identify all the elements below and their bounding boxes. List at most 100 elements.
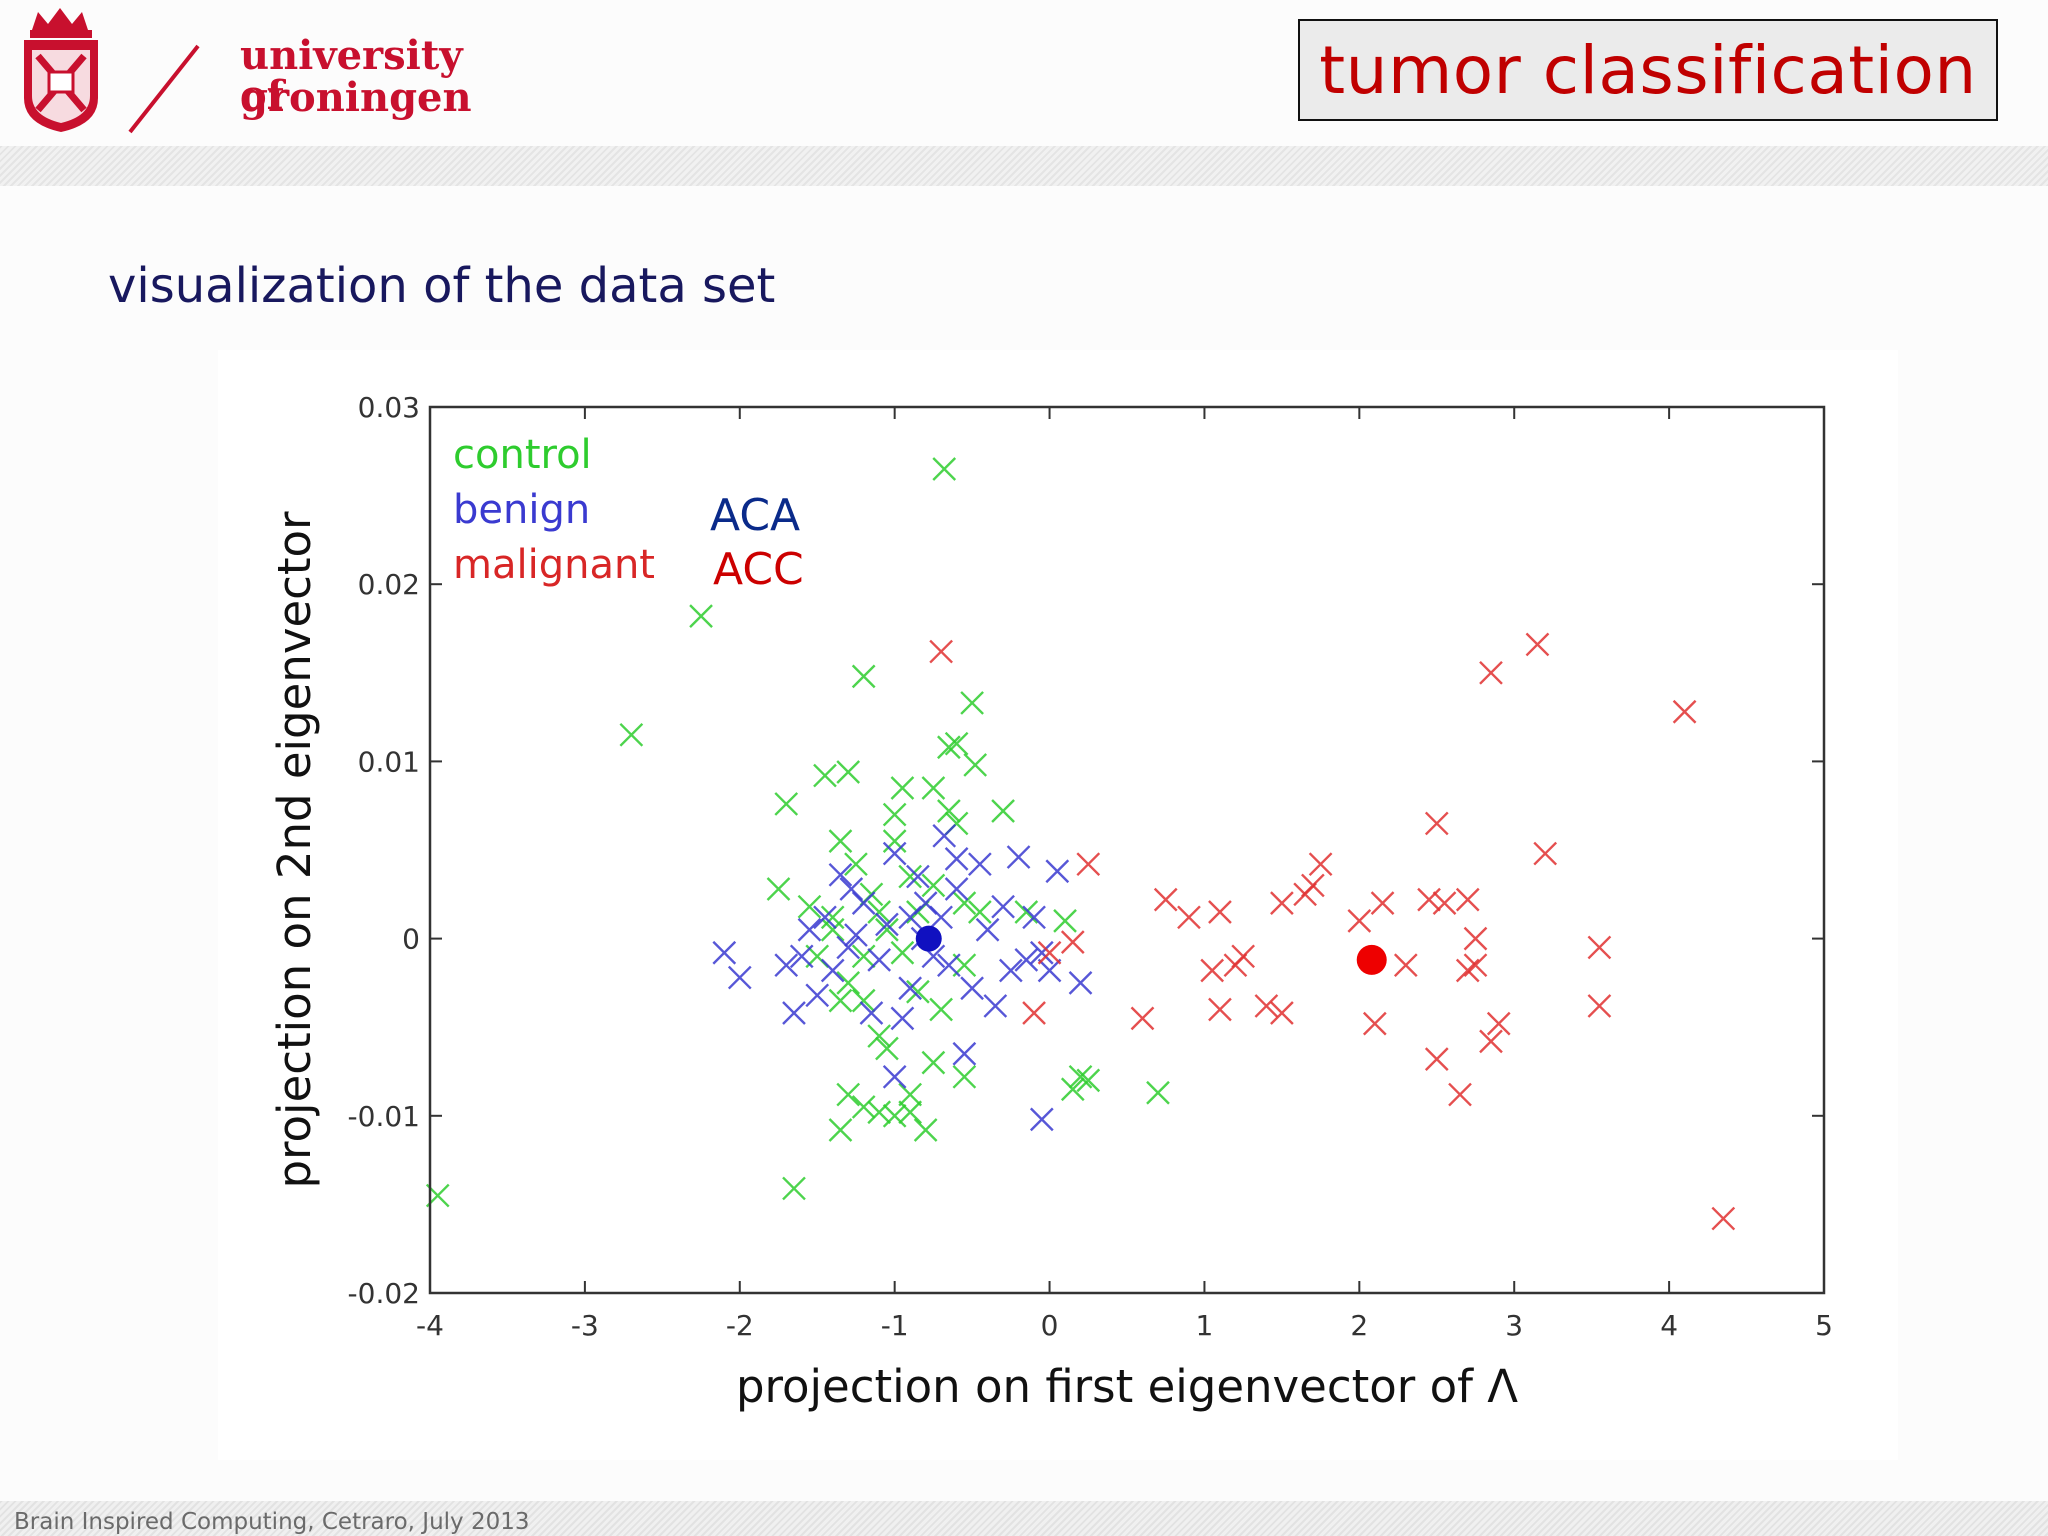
control-point: [828, 988, 853, 1013]
benign-point: [983, 994, 1008, 1018]
control-point: [952, 1064, 977, 1089]
control-point: [813, 763, 837, 788]
control-point: [867, 900, 892, 924]
benign-point: [1045, 859, 1070, 884]
benign-point: [944, 877, 969, 901]
malignant-point: [1479, 660, 1503, 685]
control-point: [836, 1082, 861, 1107]
benign-point: [789, 944, 814, 969]
x-tick-label: 4: [1660, 1309, 1678, 1342]
malignant-point: [1417, 887, 1441, 912]
header-stripe-band: [0, 146, 2048, 186]
benign-point: [975, 917, 1000, 942]
benign-point: [851, 891, 876, 916]
malignant-point: [1455, 887, 1480, 912]
benign-point: [797, 917, 822, 942]
control-point: [1014, 900, 1039, 924]
control-point: [991, 799, 1015, 823]
x-tick-label: 3: [1505, 1309, 1523, 1342]
control-point: [882, 1103, 907, 1128]
benign-point: [844, 923, 868, 947]
benign-point: [805, 983, 830, 1008]
malignant-point: [1486, 1011, 1511, 1036]
footer-stripe-band: [0, 1501, 2048, 1536]
control-point: [952, 891, 977, 916]
benign-point: [859, 1001, 884, 1025]
x-tick-label: -3: [571, 1309, 599, 1342]
slide-title: tumor classification: [1319, 31, 1977, 109]
legend-entry-benign: benign: [453, 487, 590, 533]
malignant-point: [1177, 905, 1201, 930]
university-name-line1: university of: [240, 32, 463, 119]
malignant-point: [1270, 1001, 1294, 1025]
control-point: [898, 1100, 923, 1125]
malignant-point: [1301, 873, 1325, 898]
axis-ticks: [430, 407, 1824, 1293]
malignant-point: [1587, 935, 1612, 960]
benign-point: [937, 953, 961, 978]
control-point: [929, 997, 953, 1022]
control-point: [851, 944, 876, 969]
malignant-point: [1231, 944, 1256, 969]
control-point: [797, 894, 822, 919]
benign-point: [820, 958, 845, 983]
benign-point: [867, 948, 892, 972]
control-point: [774, 792, 799, 816]
malignant-point: [1254, 994, 1279, 1018]
benign-point: [1022, 905, 1046, 930]
malignant-point: [1448, 1082, 1472, 1107]
control-point: [836, 971, 861, 995]
y-tick-label: 0.01: [358, 745, 420, 778]
malignant-point: [1060, 930, 1085, 954]
benign-mean-marker: [915, 925, 942, 952]
malignant-point: [1455, 958, 1480, 983]
control-point: [890, 940, 915, 965]
control-point: [921, 873, 946, 898]
control-point: [968, 900, 992, 924]
benign-point: [944, 847, 969, 871]
university-crest-icon: [24, 8, 200, 134]
control-point: [913, 1118, 938, 1142]
x-tick-label: 2: [1350, 1309, 1368, 1342]
control-point: [921, 776, 946, 800]
benign-point: [813, 905, 837, 930]
x-tick-label: 1: [1196, 1309, 1214, 1342]
control-point: [1146, 1080, 1170, 1105]
chart-panel: [218, 350, 1898, 1460]
malignant-point: [1037, 940, 1062, 965]
benign-point: [839, 877, 864, 901]
slide-subtitle: visualization of the data set: [108, 258, 776, 314]
benign-point: [1006, 845, 1031, 869]
benign-point: [890, 1006, 915, 1031]
control-point: [867, 1024, 892, 1048]
control-point: [937, 799, 961, 823]
benign-point: [898, 976, 923, 1001]
benign-point: [727, 965, 752, 990]
malignant-point: [1533, 841, 1558, 866]
benign-point: [836, 935, 861, 960]
control-point: [944, 731, 969, 756]
control-point: [937, 735, 961, 760]
benign-point: [1029, 940, 1054, 965]
benign-point: [991, 894, 1015, 919]
malignant-point: [1270, 891, 1294, 916]
malignant-point: [1393, 953, 1418, 978]
malignant-point: [1424, 811, 1449, 836]
control-point: [882, 829, 907, 853]
control-point: [851, 988, 876, 1013]
control-point: [906, 979, 930, 1004]
control-point: [875, 917, 899, 942]
axis-tick-labels: -4 -3 -2 -1 0 1 2 3 4 5 0.03 0.02 0.01 0 -0.01 -0.02: [348, 391, 1833, 1342]
y-tick-label: 0.02: [358, 568, 420, 601]
malignant-point: [1463, 926, 1488, 951]
control-point: [689, 604, 713, 628]
malignant-point: [1711, 1206, 1736, 1231]
control-point: [766, 877, 791, 901]
control-point: [921, 1050, 946, 1075]
control-point: [828, 1118, 853, 1142]
control-point: [836, 760, 861, 784]
x-tick-label: -4: [416, 1309, 444, 1342]
control-point: [963, 753, 988, 777]
malignant-point: [1200, 958, 1225, 983]
